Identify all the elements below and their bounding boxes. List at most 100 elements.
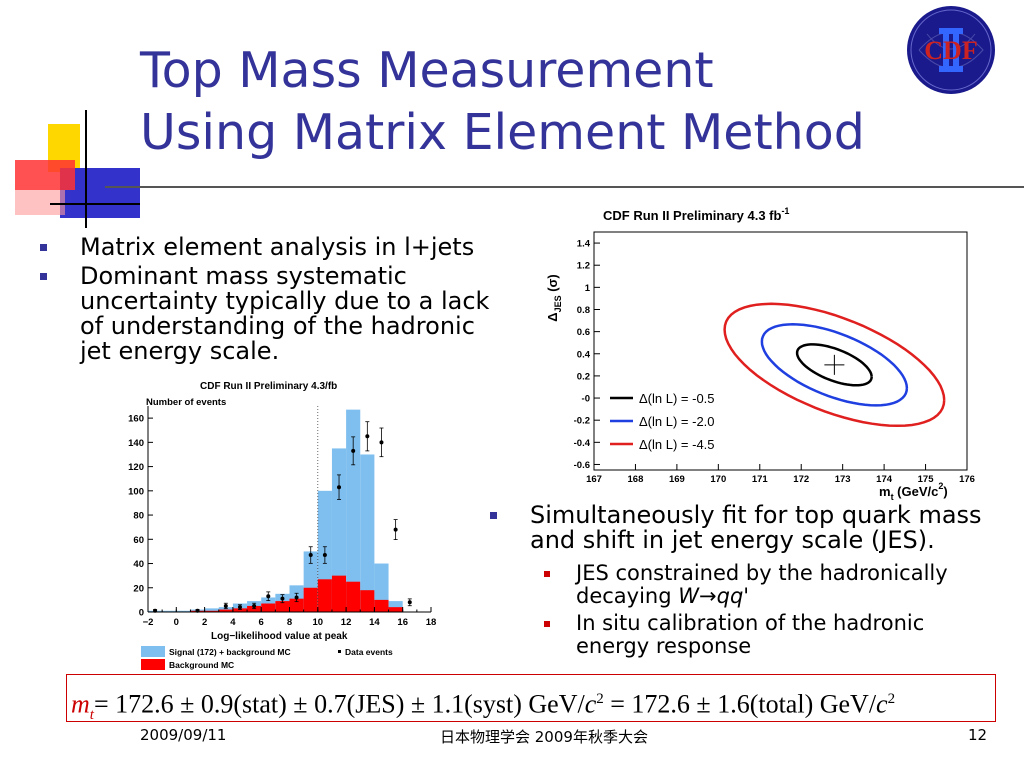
x-tick-label: 168 — [628, 474, 644, 485]
left-bullet-list: Matrix element analysis in l+jets Domina… — [40, 235, 510, 368]
x-label-part: m — [879, 484, 891, 499]
background-bar — [331, 575, 347, 612]
title-line-2: Using Matrix Element Method — [140, 104, 865, 161]
bullet-text: Matrix element analysis in l+jets — [80, 233, 475, 261]
right-bullet-list: Simultaneously fit for top quark mass an… — [490, 503, 1010, 557]
bullet-item: Matrix element analysis in l+jets — [40, 235, 510, 260]
signal-bar — [162, 610, 177, 612]
likelihood-contour — [760, 323, 909, 407]
formula-mass-symbol: m — [71, 689, 90, 719]
footer-conference: 日本物理学会 2009年秋季大会 — [440, 728, 648, 746]
signal-bar — [374, 563, 389, 612]
y-tick-label: 160 — [128, 414, 144, 425]
decorative-squares — [15, 110, 140, 228]
slide-title: Top Mass Measurement Using Matrix Elemen… — [140, 40, 960, 164]
y-tick-label: 20 — [133, 583, 144, 594]
y-label-part: (σ) — [545, 274, 560, 295]
sub-bullet-icon — [544, 571, 550, 577]
x-tick-label: 173 — [835, 474, 851, 485]
signal-bar — [360, 454, 375, 612]
bullet-item: Simultaneously fit for top quark mass an… — [490, 503, 1010, 553]
y-tick-label: -0.6 — [574, 460, 590, 471]
likelihood-contour — [723, 302, 946, 428]
data-point — [294, 595, 299, 600]
contour-title-superscript: -1 — [781, 206, 789, 216]
data-point — [407, 600, 412, 605]
footer-page-number: 12 — [968, 726, 988, 744]
formula-stat-part: = 172.6 ± 0.9(stat) ± 0.7(JES) ± 1.1(sys… — [93, 689, 585, 719]
y-tick-label: 0.4 — [577, 349, 591, 360]
contour-y-label: ΔJES (σ) — [545, 274, 563, 322]
x-tick-label: 0 — [174, 617, 179, 628]
data-point — [351, 448, 356, 453]
contour-title-text: CDF Run II Preliminary 4.3 fb — [603, 208, 781, 223]
formula-mass-subscript: t — [89, 706, 94, 723]
y-tick-label: 60 — [133, 535, 144, 546]
legend-signal-label: Signal (172) + background MC — [169, 647, 291, 657]
x-tick-label: 170 — [710, 474, 726, 485]
w-decay-formula: W→qq' — [678, 584, 750, 608]
sub-bullet-item: JES constrained by the hadronically deca… — [544, 562, 984, 608]
footer-date: 2009/09/11 — [140, 726, 227, 744]
y-tick-label: -0.2 — [574, 416, 590, 427]
formula-c-1: c — [584, 689, 597, 719]
x-tick-label: 18 — [426, 617, 437, 628]
signal-bar — [176, 610, 191, 612]
signal-bar — [346, 409, 361, 612]
y-tick-label: 80 — [133, 511, 144, 522]
sub-bullet-text: JES constrained by the hadronically deca… — [576, 561, 948, 608]
data-point — [280, 596, 285, 601]
bullet-icon — [490, 512, 497, 519]
cdf-logo: CDF — [907, 6, 995, 94]
data-point — [266, 594, 271, 599]
likelihood-histogram: CDF Run II Preliminary 4.3/fb Number of e… — [128, 381, 437, 670]
x-tick-label: 2 — [202, 617, 207, 628]
x-tick-label: 176 — [959, 474, 975, 485]
y-tick-label: 1.2 — [577, 261, 590, 272]
x-label-part: (GeV/c — [894, 484, 939, 499]
bullet-item: Dominant mass systematic uncertainty typ… — [40, 264, 510, 364]
background-bar — [232, 608, 248, 612]
legend-data-label: Data events — [345, 647, 393, 657]
x-tick-label: 174 — [876, 474, 893, 485]
legend-background-swatch — [141, 659, 165, 670]
x-tick-label: 169 — [669, 474, 685, 485]
legend-label: Δ(ln L) = -0.5 — [639, 391, 715, 406]
x-label-part: ) — [943, 484, 947, 499]
signal-bar — [388, 601, 403, 612]
y-tick-label: 140 — [128, 438, 144, 449]
y-tick-label: 0.2 — [577, 371, 590, 382]
legend-background-label: Background MC — [169, 660, 234, 670]
y-tick-label: -0 — [582, 394, 590, 405]
background-bar — [261, 603, 276, 612]
x-tick-label: 6 — [259, 617, 264, 628]
signal-bar — [331, 448, 347, 612]
y-tick-label: 1.4 — [577, 239, 591, 250]
x-tick-label: 167 — [586, 474, 602, 485]
data-point — [337, 485, 342, 490]
chart-title: CDF Run II Preliminary 4.3/fb — [200, 381, 337, 392]
y-tick-label: 100 — [128, 486, 144, 497]
data-point — [393, 527, 398, 532]
likelihood-contour — [795, 343, 873, 387]
contour-x-label: mt (GeV/c2) — [879, 481, 948, 500]
data-point — [223, 603, 228, 608]
x-axis-label: Log−likelihood value at peak — [211, 631, 348, 642]
title-line-1: Top Mass Measurement — [140, 42, 714, 99]
jes-mass-contour-plot: CDF Run II Preliminary 4.3 fb-1 167 168 169… — [545, 206, 975, 500]
y-tick-label: 0.6 — [577, 327, 590, 338]
contour-title: CDF Run II Preliminary 4.3 fb-1 — [603, 206, 789, 223]
title-rule — [105, 186, 1024, 188]
background-bar — [289, 598, 304, 612]
logo-text: CDF — [924, 36, 977, 65]
right-sub-bullet-list: JES constrained by the hadronically deca… — [544, 562, 984, 662]
x-tick-label: 8 — [287, 617, 292, 628]
bullet-icon — [40, 244, 47, 251]
x-tick-label: 12 — [341, 617, 352, 628]
background-bar — [275, 601, 290, 612]
formula-square-2: 2 — [887, 691, 896, 707]
x-tick-label: 10 — [313, 617, 324, 628]
legend-signal-swatch — [141, 646, 165, 657]
x-label-part: 2 — [938, 481, 943, 491]
formula-c-2: c — [876, 689, 888, 719]
